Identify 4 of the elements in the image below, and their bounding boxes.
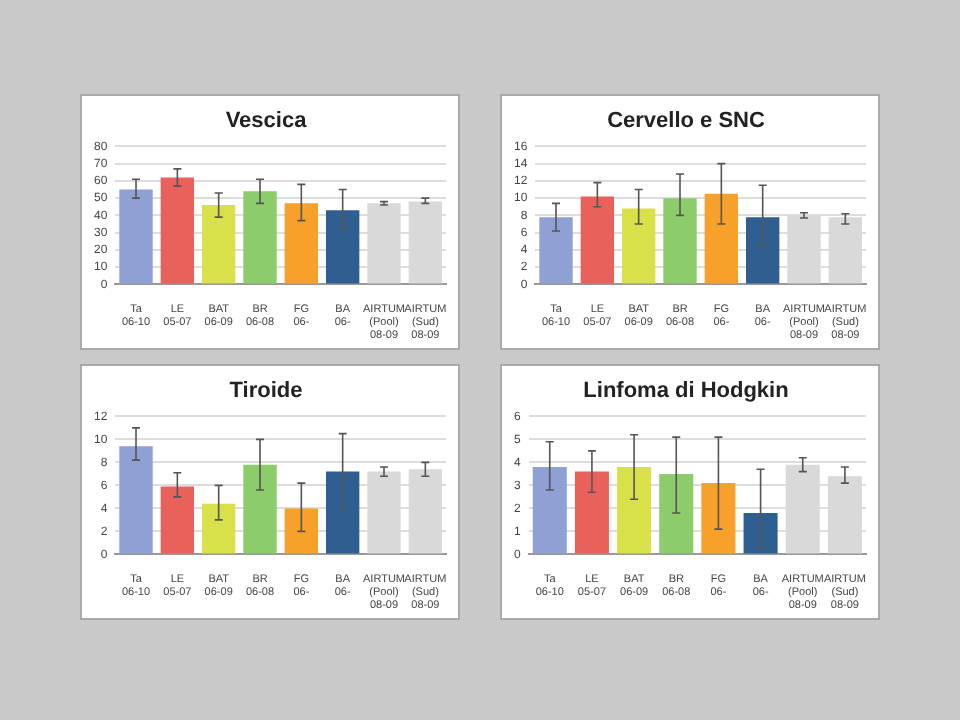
chart-title: Vescica — [225, 109, 309, 134]
chart-title: Cervello e SNC — [607, 109, 765, 134]
chart-title: Tiroide — [229, 379, 303, 404]
chart-title: Linfoma di Hodgkin — [583, 379, 790, 404]
